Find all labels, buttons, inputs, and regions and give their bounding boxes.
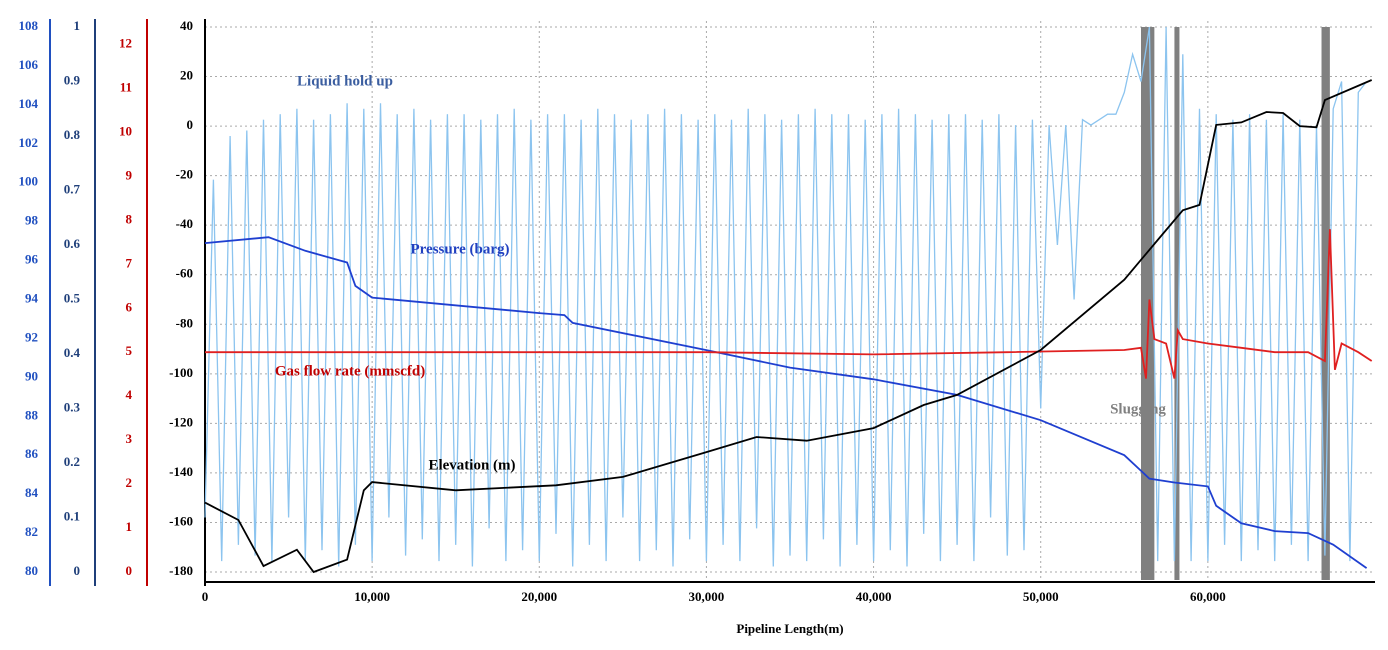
y-tick-label: 10 [119, 123, 132, 138]
y-tick-label: 108 [19, 18, 39, 33]
series-line [204, 236, 1368, 569]
y-tick-label: -100 [169, 365, 193, 380]
series-label: Elevation (m) [428, 457, 515, 473]
y-tick-label: -60 [176, 266, 193, 281]
y-tick-label: 102 [19, 135, 39, 150]
y-tick-label: 84 [25, 485, 39, 500]
y-tick-label: 0.6 [64, 236, 81, 251]
series-label: Pressure (barg) [410, 241, 509, 257]
y-tick-label: 3 [126, 431, 133, 446]
y-tick-label: -80 [176, 315, 193, 330]
slug-region [1141, 27, 1155, 580]
y-tick-label: 86 [25, 446, 39, 461]
y-tick-label: 0.3 [64, 399, 81, 414]
y-tick-label: 9 [126, 167, 133, 182]
y-tick-label: 80 [25, 563, 38, 578]
annotation: Slugging [1110, 401, 1166, 417]
y-tick-label: 0.2 [64, 454, 80, 469]
series-label: Liquid hold up [297, 73, 393, 89]
y-tick-label: 0.4 [64, 345, 81, 360]
y-tick-label: -140 [169, 464, 193, 479]
y-tick-label: 0 [74, 563, 81, 578]
x-tick-label: 20,000 [521, 589, 557, 604]
y-tick-label: -160 [169, 513, 193, 528]
y-tick-label: 98 [25, 213, 39, 228]
x-tick-label: 50,000 [1023, 589, 1059, 604]
y-tick-label: 2 [126, 475, 133, 490]
y-tick-label: 0.5 [64, 290, 81, 305]
y-tick-label: 104 [19, 96, 39, 111]
y-tick-label: 0.1 [64, 508, 80, 523]
x-tick-label: 30,000 [689, 589, 725, 604]
y-tick-label: 100 [19, 174, 39, 189]
y-tick-label: 7 [126, 255, 133, 270]
y-tick-label: 12 [119, 36, 132, 51]
y-tick-label: 90 [25, 368, 38, 383]
y-tick-label: 106 [19, 57, 39, 72]
y-tick-label: -40 [176, 216, 193, 231]
x-tick-label: 40,000 [856, 589, 892, 604]
series-line [204, 26, 1368, 567]
y-tick-label: 0.7 [64, 181, 81, 196]
series-label: Gas flow rate (mmscfd) [275, 363, 425, 379]
slug-region [1174, 27, 1180, 580]
series-line [205, 229, 1373, 379]
y-tick-label: 11 [120, 80, 132, 95]
y-tick-label: 0.9 [64, 72, 81, 87]
y-tick-label: 40 [180, 18, 193, 33]
slug-region [1321, 27, 1330, 580]
series-line [204, 79, 1373, 574]
y-tick-label: 96 [25, 252, 39, 267]
y-tick-label: 4 [126, 387, 133, 402]
y-tick-label: 6 [126, 299, 133, 314]
y-tick-label: 0.8 [64, 127, 81, 142]
x-tick-label: 0 [202, 589, 209, 604]
y-tick-label: 94 [25, 290, 39, 305]
x-axis-label: Pipeline Length(m) [736, 621, 843, 636]
y-tick-label: 5 [126, 343, 133, 358]
y-tick-label: -120 [169, 414, 193, 429]
y-tick-label: 0 [126, 563, 133, 578]
y-tick-label: -180 [169, 563, 193, 578]
y-tick-label: 1 [126, 519, 133, 534]
y-tick-label: -20 [176, 167, 193, 182]
y-tick-label: 8 [126, 211, 133, 226]
y-tick-label: 20 [180, 68, 193, 83]
x-tick-label: 10,000 [354, 589, 390, 604]
x-tick-label: 60,000 [1190, 589, 1226, 604]
y-tick-label: 1 [74, 18, 81, 33]
y-tick-label: 0 [187, 117, 194, 132]
y-tick-label: 88 [25, 407, 39, 422]
y-tick-label: 82 [25, 524, 38, 539]
y-tick-label: 92 [25, 329, 38, 344]
